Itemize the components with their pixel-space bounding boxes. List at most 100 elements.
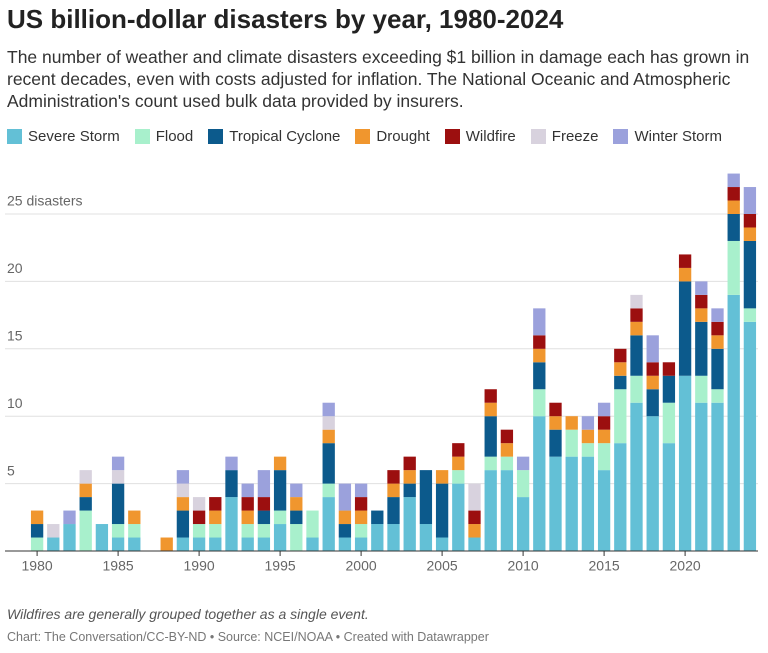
legend: Severe Storm Flood Tropical Cyclone Drought… [7, 128, 722, 145]
legend-label: Severe Storm [28, 128, 120, 145]
bar-segment [192, 510, 206, 525]
legend-item: Flood [134, 128, 193, 145]
bar-segment [273, 524, 287, 551]
bar-segment [646, 416, 659, 551]
bar-segment [435, 483, 449, 538]
bar-segment [176, 470, 190, 484]
bar-segment [630, 321, 643, 336]
legend-swatch [208, 129, 224, 144]
bar-segment [727, 294, 740, 551]
bar-segment [111, 537, 125, 551]
bar-segment [192, 497, 206, 511]
bar-segment [646, 335, 659, 363]
bar-segment [419, 524, 433, 551]
bar-segment [581, 456, 595, 551]
bar-segment [419, 470, 433, 525]
bar-segment [500, 456, 514, 471]
bar-segment [452, 470, 465, 484]
bar-segment [662, 402, 676, 444]
bar-segment [695, 321, 708, 376]
bar-segment [678, 254, 692, 268]
legend-item: Freeze [530, 128, 598, 145]
bar-segment [371, 524, 384, 551]
bar-segment [727, 214, 740, 241]
bar-segment [257, 510, 271, 525]
bar-segment [322, 402, 335, 417]
bar-segment [241, 483, 254, 498]
source: Chart: The Conversation/CC-BY-ND • Sourc… [7, 630, 489, 644]
bar-segment [711, 335, 724, 349]
bar-segment [614, 362, 627, 376]
bar-segment [500, 443, 514, 457]
chart: 5 10 15 20 25 disasters 1980 1985 1990 1995 2000 2… [5, 173, 758, 574]
bar-segment [306, 510, 319, 538]
bar-segment [484, 389, 497, 403]
bar-segment [533, 335, 546, 349]
bar-segment [533, 348, 546, 363]
legend-item: Wildfire [444, 128, 516, 145]
bar-segment [727, 187, 740, 201]
bar-segment [630, 402, 643, 551]
bar-segment [597, 402, 611, 417]
bar-segment [549, 456, 562, 551]
bar-segment [711, 402, 724, 551]
bar-segment [30, 524, 44, 538]
bar-segment [533, 362, 546, 390]
bar-segment [79, 470, 92, 484]
bar-segment [597, 443, 611, 471]
bar-segment [111, 524, 125, 538]
bar-segment [549, 402, 562, 417]
x-tick-label: 1995 [265, 558, 296, 574]
bar-segment [597, 429, 611, 444]
bar-segment [111, 456, 125, 471]
legend-swatch [530, 129, 546, 144]
bar-segment [403, 483, 416, 498]
y-tick-label: 20 [7, 260, 23, 276]
bar-segment [484, 402, 497, 417]
bar-segment [743, 214, 757, 228]
bar-segment [338, 537, 352, 551]
bar-segment [630, 308, 643, 322]
bar-segment [371, 510, 384, 525]
bar-segment [695, 308, 708, 322]
bar-segment [241, 524, 254, 538]
bar-segment [306, 537, 319, 551]
bar-segment [662, 375, 676, 403]
bar-segment [500, 429, 514, 444]
bar-segment [322, 497, 335, 551]
bar-segment [95, 524, 109, 551]
bar-segment [435, 537, 449, 551]
bar-segment [273, 456, 287, 471]
bar-segment [678, 281, 692, 376]
legend-label: Wildfire [465, 128, 516, 145]
bar-segment [63, 510, 76, 525]
bar-segment [354, 483, 368, 498]
bar-segment [662, 362, 676, 376]
bar-segment [403, 470, 416, 484]
bar-segment [468, 524, 481, 538]
bar-segment [30, 537, 44, 551]
bar-segment [176, 483, 190, 498]
bar-segment [176, 537, 190, 551]
bar-segment [273, 510, 287, 525]
legend-item: Severe Storm [7, 128, 120, 145]
bar-segment [241, 510, 254, 525]
bar-segment [176, 497, 190, 511]
bar-segment [484, 470, 497, 551]
bar-segment [533, 308, 546, 336]
bar-segment [614, 443, 627, 551]
bar-segment [630, 375, 643, 403]
bar-segment [128, 537, 141, 551]
bar-segment [630, 335, 643, 376]
legend-item: Drought [355, 128, 430, 145]
bar-segment [290, 524, 303, 551]
bar-segment [614, 348, 627, 363]
bar-segment [354, 510, 368, 525]
bar-segment [63, 524, 76, 551]
bar-segment [403, 456, 416, 471]
bar-segment [695, 281, 708, 295]
bar-segment [30, 510, 44, 525]
bar-segment [533, 389, 546, 417]
bar-segment [500, 470, 514, 551]
x-tick-label: 1980 [22, 558, 53, 574]
